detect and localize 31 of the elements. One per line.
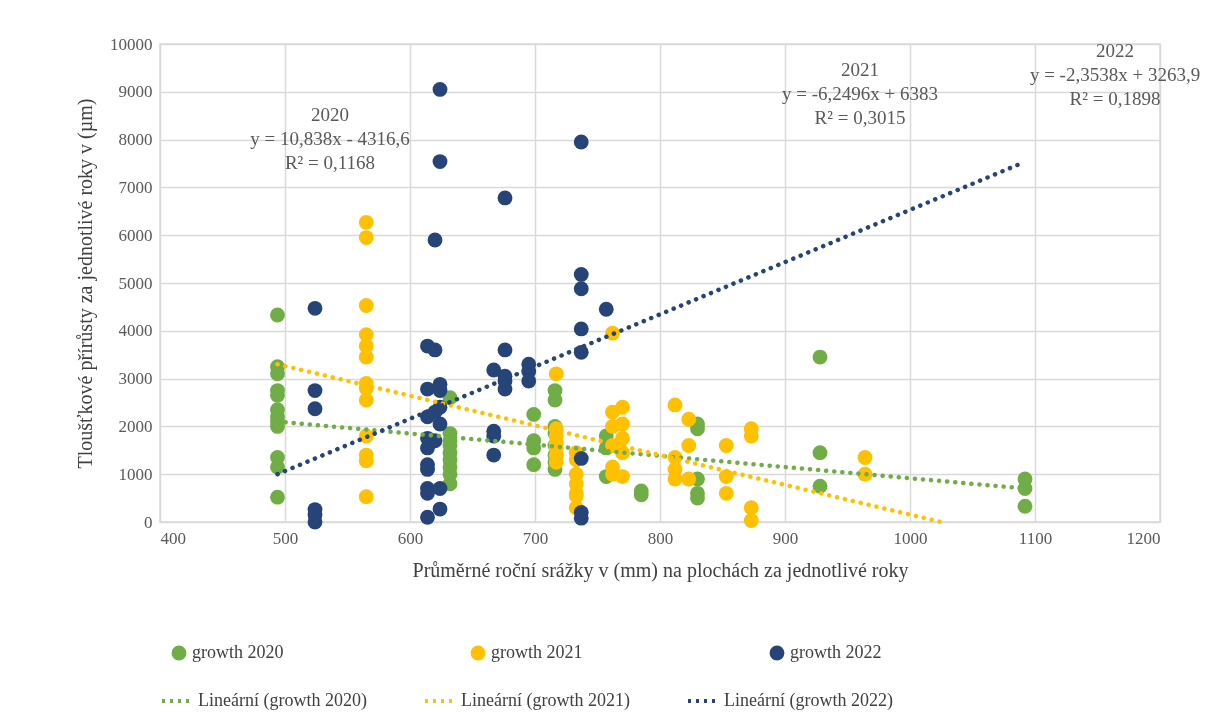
x-tick-label: 900 xyxy=(772,528,799,548)
annotation: 2021 y = -6,2496x + 6383 R² = 0,3015 xyxy=(781,58,939,128)
x-tick-label: 500 xyxy=(272,528,299,548)
x-tick-label: 800 xyxy=(647,528,674,548)
x-tick-label: 1000 xyxy=(893,528,928,548)
y-tick-label: 2000 xyxy=(118,416,153,436)
x-axis-title: Průměrné roční srážky v (mm) na plochách za jednotlivé roky xyxy=(412,558,909,582)
y-tick-label: 7000 xyxy=(118,177,153,197)
y-tick-label: 6000 xyxy=(118,225,153,245)
y-tick-label: 4000 xyxy=(118,321,153,341)
annotation: 2022 y = -2,3538x + 3263,9 R² = 0,1898 xyxy=(1029,39,1201,109)
x-tick-label: 1200 xyxy=(1126,528,1161,548)
legend-label: Lineární (growth 2021) xyxy=(461,690,630,711)
y-tick-label: 0 xyxy=(144,512,153,532)
legend-label: growth 2022 xyxy=(790,642,882,662)
y-tick-label: 10000 xyxy=(110,34,153,54)
legend-label: growth 2020 xyxy=(192,642,284,662)
x-tick-label: 600 xyxy=(397,528,424,548)
y-tick-label: 8000 xyxy=(118,130,153,150)
x-tick-label: 700 xyxy=(522,528,549,548)
x-tick-label: 400 xyxy=(160,528,186,548)
y-tick-label: 5000 xyxy=(118,273,153,293)
x-tick-label: 1100 xyxy=(1018,528,1053,548)
y-tick-label: 3000 xyxy=(118,369,153,389)
annotation: 2020 y = 10,838x - 4316,6 R² = 0,1168 xyxy=(250,104,410,174)
legend-label: Lineární (growth 2022) xyxy=(724,690,893,711)
y-axis-title: Tloušťkové přírůsty za jednotlivé roky v (µm) xyxy=(74,98,97,469)
y-tick-label: 1000 xyxy=(118,464,153,484)
legend-label: Lineární (growth 2020) xyxy=(198,690,367,711)
y-tick-label: 9000 xyxy=(118,82,153,102)
legend-label: growth 2021 xyxy=(491,642,583,662)
